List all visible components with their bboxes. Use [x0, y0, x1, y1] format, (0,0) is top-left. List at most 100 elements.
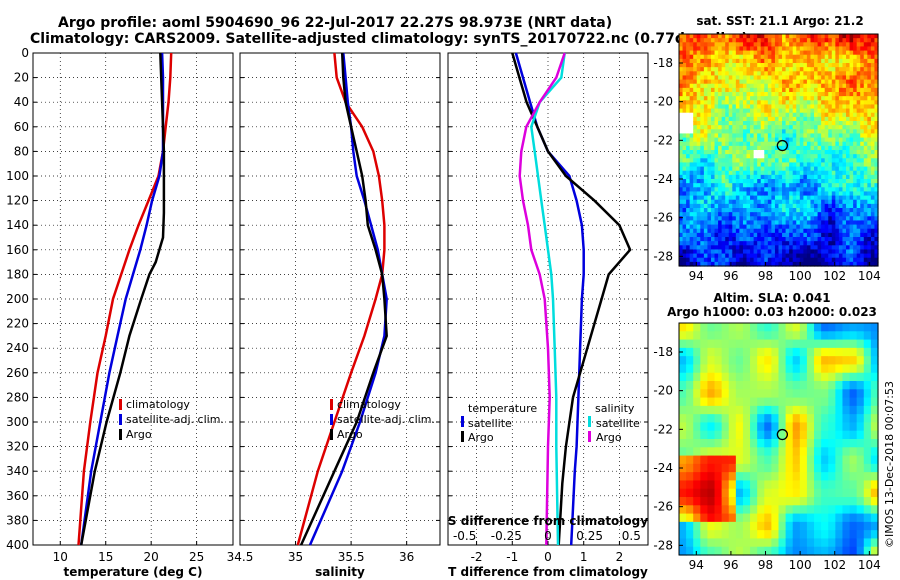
map-cell — [810, 58, 815, 64]
map-cell — [714, 67, 719, 72]
map-cell — [686, 480, 694, 490]
map-cell — [757, 513, 765, 523]
map-cell — [760, 100, 765, 106]
map-cell — [842, 530, 851, 540]
map-cell — [824, 104, 829, 110]
map-cell — [828, 521, 836, 531]
map-cell — [796, 232, 801, 238]
map-cell — [714, 220, 719, 226]
map-cell — [718, 46, 723, 52]
map-cell — [856, 54, 861, 60]
map-cell — [821, 414, 829, 424]
map-cell — [838, 125, 844, 130]
map-cell — [700, 121, 705, 126]
map-cell — [870, 112, 876, 118]
map-cell — [814, 220, 819, 226]
map-cell — [831, 112, 836, 118]
map-cell — [714, 58, 719, 64]
map-cell — [814, 166, 819, 172]
map-cell — [817, 241, 822, 246]
map-cell — [764, 166, 769, 172]
map-cell — [750, 414, 758, 424]
map-cell — [860, 174, 865, 180]
map-cell — [718, 249, 723, 255]
map-cell — [735, 96, 741, 101]
map-cell — [700, 372, 709, 382]
map-cell — [771, 75, 776, 81]
map-cell — [764, 249, 769, 255]
map-cell — [853, 129, 858, 135]
map-cell — [849, 538, 858, 548]
map-cell — [689, 42, 694, 48]
map-cell — [742, 162, 748, 168]
map-cell — [799, 58, 804, 64]
map-cell — [874, 179, 879, 184]
map-cell — [810, 121, 815, 126]
map-cell — [849, 245, 854, 251]
map-cell — [842, 75, 847, 81]
map-cell — [760, 125, 765, 130]
map-cell — [682, 183, 687, 188]
map-cell — [760, 154, 765, 159]
map-cell — [870, 150, 876, 155]
map-cell — [721, 497, 730, 506]
map-cell — [849, 75, 854, 81]
map-cell — [856, 372, 865, 382]
map-cell — [728, 249, 733, 255]
map-cell — [835, 179, 840, 184]
map-cell — [782, 220, 787, 226]
map-cell — [742, 389, 751, 399]
map-cell — [853, 174, 858, 180]
map-cell — [778, 104, 783, 110]
map-cell — [696, 79, 701, 85]
map-cell — [838, 34, 844, 39]
map-cell — [817, 232, 822, 238]
map-cell — [814, 430, 822, 440]
map-cell — [707, 232, 712, 238]
map-cell — [814, 170, 819, 176]
map-cell — [746, 150, 751, 155]
map-cell — [767, 253, 772, 259]
map-cell — [728, 129, 733, 135]
map-cell — [735, 174, 741, 180]
map-cell — [792, 58, 797, 64]
map-cell — [693, 174, 698, 180]
map-cell — [707, 166, 712, 172]
map-cell — [792, 397, 801, 407]
series-line-argo — [79, 52, 166, 546]
map-cell — [778, 245, 783, 251]
map-cell — [679, 195, 684, 201]
map-cell — [728, 356, 737, 366]
map-cell — [753, 228, 758, 234]
map-cell — [746, 121, 751, 126]
map-cell — [739, 216, 744, 222]
map-cell — [860, 253, 865, 259]
map-cell — [718, 154, 723, 159]
map-cell — [693, 54, 698, 60]
map-cell — [771, 455, 780, 465]
map-cell — [771, 38, 776, 43]
map-cell — [757, 228, 762, 234]
map-cell — [739, 104, 744, 110]
map-cell — [693, 521, 701, 531]
legend-title-salinity: salinity — [595, 402, 635, 415]
map-cell — [860, 150, 865, 155]
map-cell — [700, 331, 709, 341]
map-cell — [838, 195, 844, 201]
map-cell — [764, 104, 769, 110]
map-cell — [870, 530, 879, 540]
map-cell — [686, 447, 694, 457]
map-cell — [821, 54, 826, 60]
map-cell — [735, 488, 744, 498]
map-cell — [700, 104, 705, 110]
map-cell — [771, 179, 776, 184]
map-cell — [860, 112, 865, 118]
map-cell — [714, 422, 723, 432]
map-cell — [767, 112, 772, 118]
map-cell — [696, 108, 701, 114]
map-cell — [785, 241, 790, 246]
x-tick-label: 2 — [616, 550, 624, 564]
map-cell — [757, 323, 765, 332]
map-cell — [728, 208, 733, 213]
map-cell — [746, 245, 751, 251]
